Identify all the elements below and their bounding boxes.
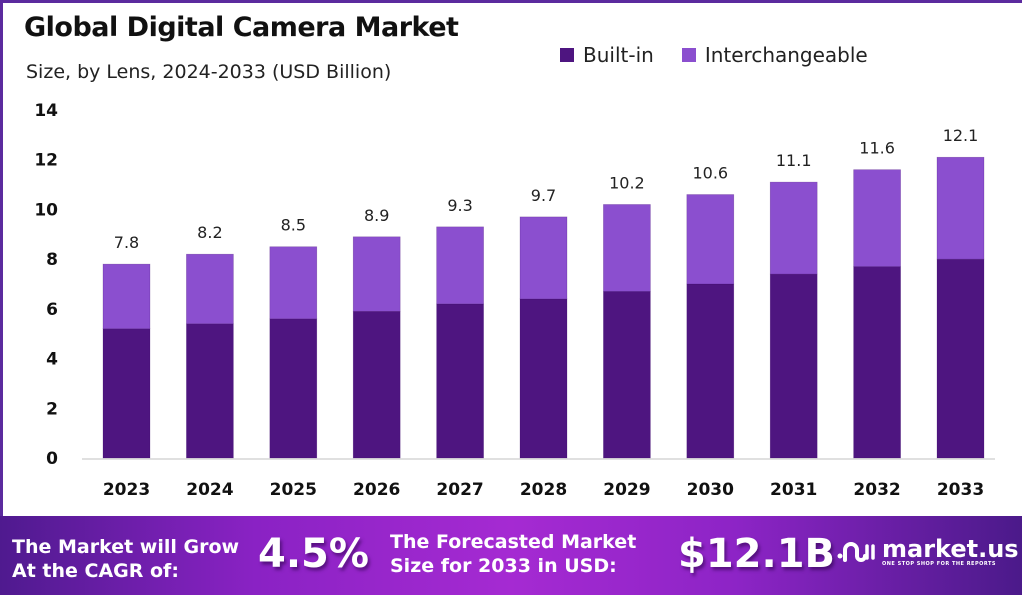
x-tick-label: 2033 — [937, 480, 984, 500]
legend-item-built-in: Built-in — [560, 43, 654, 67]
forecast-value: $12.1B — [678, 531, 836, 577]
bar-interchangeable-2031 — [769, 181, 818, 275]
total-data-label: 8.9 — [364, 206, 389, 225]
bar-interchangeable-2028 — [519, 216, 568, 300]
bar-interchangeable-2032 — [853, 169, 901, 267]
x-tick-label: 2030 — [687, 480, 734, 500]
total-data-label: 9.7 — [531, 186, 556, 205]
bar-built-in-2029 — [603, 291, 651, 459]
bar-chart: 0 2 4 6 8 10 12 14 7.8 2023 8.2 2024 8.5 2025 8.9 2026 9… — [34, 101, 995, 500]
forecast-text-line1: The Forecasted Market — [390, 531, 637, 553]
market-us-logo-icon — [837, 542, 875, 562]
bar-interchangeable-2033 — [936, 156, 985, 260]
bar-interchangeable-2025 — [269, 246, 318, 320]
x-tick-label: 2029 — [603, 480, 650, 500]
logo-wordmark: market.us — [882, 535, 1019, 563]
bar-built-in-2031 — [769, 273, 818, 459]
market-us-logo: market.us ONE STOP SHOP FOR THE REPORTS — [836, 537, 1019, 567]
x-tick-label: 2031 — [770, 480, 817, 500]
bar-built-in-2030 — [686, 283, 735, 459]
bar-built-in-2032 — [853, 266, 901, 459]
bar-built-in-2027 — [436, 303, 484, 459]
total-data-label: 12.1 — [943, 126, 979, 145]
chart-title: Global Digital Camera Market — [24, 12, 459, 43]
x-tick-label: 2032 — [853, 480, 900, 500]
bar-interchangeable-2027 — [436, 226, 484, 305]
bar-built-in-2023 — [102, 328, 151, 459]
bar-built-in-2025 — [269, 318, 318, 459]
y-tick-label: 2 — [46, 399, 58, 419]
total-data-label: 7.8 — [114, 233, 139, 252]
y-tick-label: 8 — [46, 250, 58, 270]
footer-banner: The Market will Grow At the CAGR of: 4.5… — [0, 516, 1022, 595]
y-tick-label: 6 — [46, 300, 58, 320]
bar-interchangeable-2023 — [102, 263, 151, 330]
logo-tagline: ONE STOP SHOP FOR THE REPORTS — [882, 561, 997, 567]
y-tick-label: 0 — [46, 449, 58, 469]
x-tick-label: 2028 — [520, 480, 567, 500]
bar-built-in-2026 — [352, 311, 401, 459]
x-tick-label: 2025 — [270, 480, 317, 500]
total-data-label: 8.2 — [197, 223, 222, 242]
bar-built-in-2033 — [936, 258, 985, 459]
total-data-label: 8.5 — [281, 216, 306, 235]
forecast-text-line2: Size for 2033 in USD: — [390, 555, 617, 577]
total-data-label: 11.1 — [776, 151, 812, 170]
forecast-text: The Forecasted Market Size for 2033 in U… — [390, 530, 636, 578]
bar-interchangeable-2024 — [186, 253, 234, 325]
x-tick-label: 2027 — [436, 480, 483, 500]
y-tick-label: 4 — [46, 350, 58, 370]
x-tick-label: 2026 — [353, 480, 400, 500]
legend-label-interchangeable: Interchangeable — [704, 43, 868, 67]
y-tick-label: 10 — [34, 200, 58, 220]
x-tick-label: 2023 — [103, 480, 150, 500]
chart-subtitle: Size, by Lens, 2024-2033 (USD Billion) — [26, 61, 392, 83]
bar-interchangeable-2026 — [352, 236, 401, 312]
x-tick-label: 2024 — [186, 480, 233, 500]
cagr-text-line2: At the CAGR of: — [12, 560, 179, 582]
cagr-text-line1: The Market will Grow — [12, 536, 240, 558]
bar-interchangeable-2029 — [603, 204, 651, 292]
legend: Built-in Interchangeable — [560, 43, 868, 67]
cagr-text: The Market will Grow At the CAGR of: — [12, 535, 239, 583]
y-tick-label: 12 — [34, 151, 58, 171]
y-tick-label: 14 — [34, 101, 58, 121]
cagr-value: 4.5% — [258, 531, 369, 577]
total-data-label: 10.6 — [692, 164, 728, 183]
legend-item-interchangeable: Interchangeable — [681, 43, 868, 67]
legend-label-built-in: Built-in — [583, 43, 654, 67]
legend-swatch-interchangeable — [681, 48, 696, 62]
bar-interchangeable-2030 — [686, 194, 735, 285]
total-data-label: 9.3 — [447, 196, 472, 215]
legend-swatch-built-in — [560, 48, 574, 62]
total-data-label: 10.2 — [609, 173, 645, 192]
bar-built-in-2024 — [186, 323, 234, 459]
bar-built-in-2028 — [519, 298, 568, 459]
total-data-label: 11.6 — [859, 139, 895, 158]
